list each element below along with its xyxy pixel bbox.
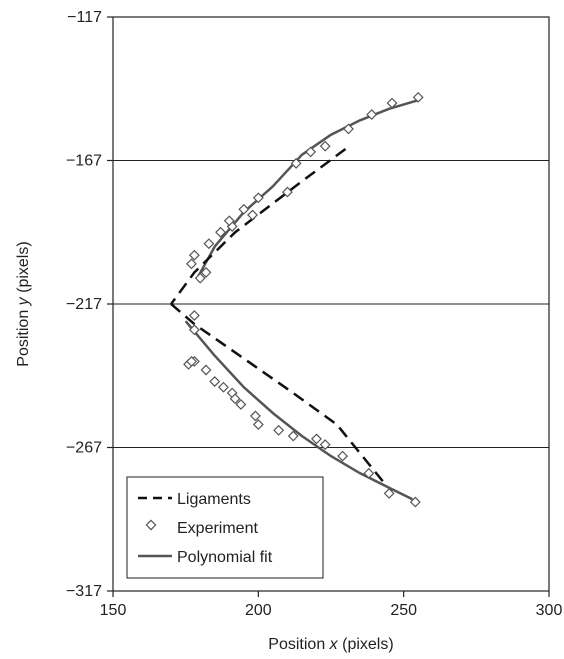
experiment-point bbox=[290, 157, 302, 169]
legend-box bbox=[126, 476, 324, 579]
experiment-point bbox=[363, 467, 375, 479]
experiment-point bbox=[218, 381, 229, 393]
y-tick-label: −267 bbox=[66, 440, 102, 457]
experiment-point bbox=[252, 192, 264, 204]
x-tick-label: 150 bbox=[100, 602, 127, 619]
experiment-point bbox=[337, 450, 349, 462]
experiment-point bbox=[273, 424, 285, 436]
experiment-point bbox=[209, 376, 221, 387]
experiment-point bbox=[305, 146, 317, 158]
experiment-point bbox=[194, 272, 206, 284]
experiment-point bbox=[281, 186, 293, 198]
experiment-point bbox=[215, 226, 226, 238]
polynomial-fit-line bbox=[196, 99, 419, 279]
experiment-point bbox=[287, 430, 299, 442]
y-tick-label: −167 bbox=[66, 153, 102, 170]
experiment-point bbox=[200, 364, 212, 376]
legend-experiment-label: Experiment bbox=[177, 520, 258, 537]
legend-polynomial-fit-label: Polynomial fit bbox=[177, 549, 273, 566]
x-tick-label: 250 bbox=[390, 602, 417, 619]
y-tick-label: −317 bbox=[66, 583, 102, 600]
x-tick-label: 200 bbox=[245, 602, 272, 619]
ligaments-line bbox=[170, 303, 385, 483]
y-tick-label: −217 bbox=[66, 296, 102, 313]
experiment-point bbox=[223, 215, 235, 227]
experiment-point bbox=[235, 399, 247, 410]
experiment-point bbox=[249, 410, 261, 422]
experiment-point bbox=[386, 97, 398, 109]
experiment-point bbox=[238, 203, 250, 215]
x-tick-label: 300 bbox=[536, 602, 563, 619]
experiment-point bbox=[412, 91, 424, 103]
experiment-point bbox=[229, 393, 241, 405]
experiment-point bbox=[342, 123, 354, 135]
y-axis-title: Position y (pixels) bbox=[15, 241, 32, 366]
experiment-point bbox=[311, 433, 322, 445]
experiment-point bbox=[383, 487, 395, 499]
y-tick-label: −117 bbox=[67, 9, 102, 26]
x-axis-title: Position x (pixels) bbox=[268, 636, 393, 653]
experiment-point bbox=[186, 258, 197, 270]
experiment-point bbox=[252, 419, 264, 430]
polynomial-fit-line bbox=[184, 320, 413, 501]
experiment-point bbox=[247, 209, 258, 221]
gridlines bbox=[113, 160, 549, 448]
experiment-point bbox=[319, 439, 331, 451]
experiment-point bbox=[188, 324, 200, 336]
plot-series bbox=[170, 91, 424, 508]
experiment-point bbox=[203, 238, 215, 250]
experiment-point bbox=[409, 496, 421, 508]
experiment-point bbox=[188, 310, 200, 321]
experiment-point bbox=[188, 249, 200, 261]
legend: Ligaments Experiment Polynomial fit bbox=[126, 476, 324, 579]
legend-experiment-swatch bbox=[145, 519, 157, 531]
experiment-point bbox=[186, 355, 197, 367]
legend-ligaments-label: Ligaments bbox=[177, 491, 251, 508]
experiment-point bbox=[366, 109, 378, 121]
experiment-point bbox=[200, 266, 212, 278]
experiment-point bbox=[319, 140, 331, 152]
axis-ticks: −117 −167 −217 −267 −317 150 200 250 300 bbox=[66, 9, 562, 619]
ligaments-line bbox=[170, 147, 347, 305]
